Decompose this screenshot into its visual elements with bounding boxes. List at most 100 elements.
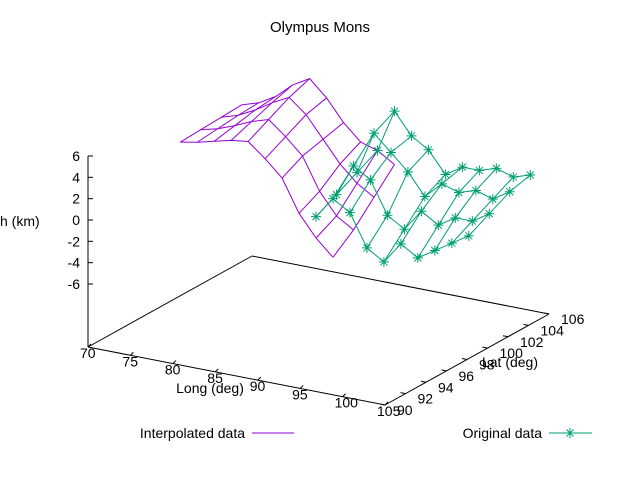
- original-data-point: [429, 245, 440, 256]
- x-tick-mark: [342, 393, 346, 398]
- interpolated-mesh-line: [264, 97, 327, 160]
- y-tick-mark: [502, 335, 509, 338]
- interpolated-mesh-line: [281, 122, 344, 179]
- original-data-point: [378, 256, 389, 267]
- original-data-surface: [311, 106, 536, 267]
- x-tick-mark: [214, 368, 219, 373]
- original-data-point: [436, 178, 447, 189]
- z-tick-label: 4: [72, 169, 80, 185]
- z-tick-label: -4: [68, 255, 81, 271]
- y-tick-mark: [523, 323, 529, 326]
- original-data-point: [508, 172, 519, 183]
- legend-marker-original: [565, 428, 575, 438]
- original-mesh-line: [400, 166, 463, 245]
- original-data-point: [487, 194, 498, 205]
- original-data-point: [331, 189, 342, 200]
- original-data-point: [463, 230, 474, 241]
- legend-marker-star: [565, 428, 575, 438]
- original-data-point: [395, 238, 406, 249]
- back-top-edge: [251, 255, 550, 315]
- original-mesh-line: [468, 174, 531, 237]
- original-data-point: [450, 212, 461, 223]
- original-data-point: [433, 220, 444, 231]
- x-tick-mark: [257, 376, 262, 381]
- interpolated-mesh-line: [200, 118, 354, 231]
- z-tick-label: 6: [72, 148, 80, 164]
- z-tick-label: 2: [72, 191, 80, 207]
- original-data-point: [382, 210, 393, 221]
- z-tick-label: 0: [72, 212, 80, 228]
- axes-group: [87, 156, 550, 406]
- y-tick-mark: [543, 312, 550, 315]
- x-tick-mark: [87, 343, 92, 348]
- original-data-point: [446, 238, 457, 249]
- x-tick-label: 80: [165, 362, 181, 378]
- x-tick-label: 70: [80, 345, 96, 361]
- y-tick-mark: [420, 380, 427, 383]
- tick-labels: 7075808590951001059092949698100102104106…: [68, 148, 585, 419]
- original-mesh-line: [349, 135, 412, 213]
- original-data-point: [419, 191, 430, 202]
- interpolated-mesh-line: [179, 104, 243, 143]
- interpolated-mesh-line: [315, 150, 378, 239]
- original-data-point: [491, 163, 502, 174]
- x-tick-mark: [130, 351, 134, 356]
- original-mesh-line: [356, 132, 510, 200]
- original-data-point: [416, 206, 427, 217]
- original-data-point: [368, 128, 379, 139]
- x-tick-label: 75: [122, 353, 138, 369]
- original-data-point: [327, 193, 338, 204]
- z-axis-label: h (km): [0, 213, 40, 229]
- y-tick-mark: [441, 369, 447, 372]
- interpolated-mesh-line: [213, 96, 276, 142]
- y-tick-label: 96: [459, 368, 475, 384]
- original-data-point: [453, 187, 464, 198]
- original-data-point: [352, 167, 363, 178]
- x-axis-line: [87, 346, 386, 406]
- original-data-point: [525, 170, 536, 181]
- chart-title: Olympus Mons: [270, 19, 370, 36]
- y-tick-label: 106: [561, 311, 585, 327]
- interpolated-surface: [179, 78, 395, 258]
- original-mesh-line: [451, 176, 514, 244]
- original-data-point: [344, 207, 355, 218]
- original-data-point: [385, 147, 396, 158]
- original-mesh-line: [417, 170, 480, 259]
- original-data-point: [412, 252, 423, 263]
- x-tick-label: 100: [335, 395, 359, 411]
- y-tick-label: 92: [418, 391, 434, 407]
- y-tick-mark: [379, 403, 386, 406]
- original-mesh-line: [366, 149, 429, 249]
- y-tick-label: 90: [397, 402, 413, 418]
- z-tick-label: -6: [68, 276, 81, 292]
- y-tick-label: 94: [438, 379, 454, 395]
- original-data-point: [423, 144, 434, 155]
- interpolated-mesh-line: [230, 84, 293, 141]
- y-tick-label: 100: [500, 345, 524, 361]
- x-tick-mark: [299, 385, 304, 389]
- legend-label-original: Original data: [463, 425, 543, 441]
- original-data-point: [348, 160, 359, 171]
- y-tick-label: 104: [541, 322, 565, 338]
- x-axis-label: Long (deg): [176, 380, 244, 396]
- y-tick-mark: [400, 392, 406, 395]
- back-left-edge: [87, 255, 253, 348]
- x-tick-label: 85: [207, 370, 223, 386]
- interpolated-mesh-line: [221, 96, 375, 198]
- original-data-point: [406, 130, 417, 141]
- original-data-point: [474, 165, 485, 176]
- original-data-point: [372, 145, 383, 156]
- interpolated-mesh-line: [332, 164, 395, 258]
- interpolated-mesh-line: [298, 141, 361, 214]
- interpolated-mesh-line: [241, 78, 395, 165]
- z-tick-label: -2: [68, 233, 81, 249]
- x-tick-mark: [384, 401, 389, 406]
- original-data-point: [467, 216, 478, 227]
- y-tick-label: 102: [520, 334, 544, 350]
- y-tick-mark: [482, 346, 488, 349]
- original-data-point: [311, 211, 322, 222]
- original-data-point: [504, 186, 515, 197]
- original-data-point: [440, 169, 451, 180]
- original-data-point: [470, 185, 481, 196]
- x-tick-label: 90: [250, 378, 266, 394]
